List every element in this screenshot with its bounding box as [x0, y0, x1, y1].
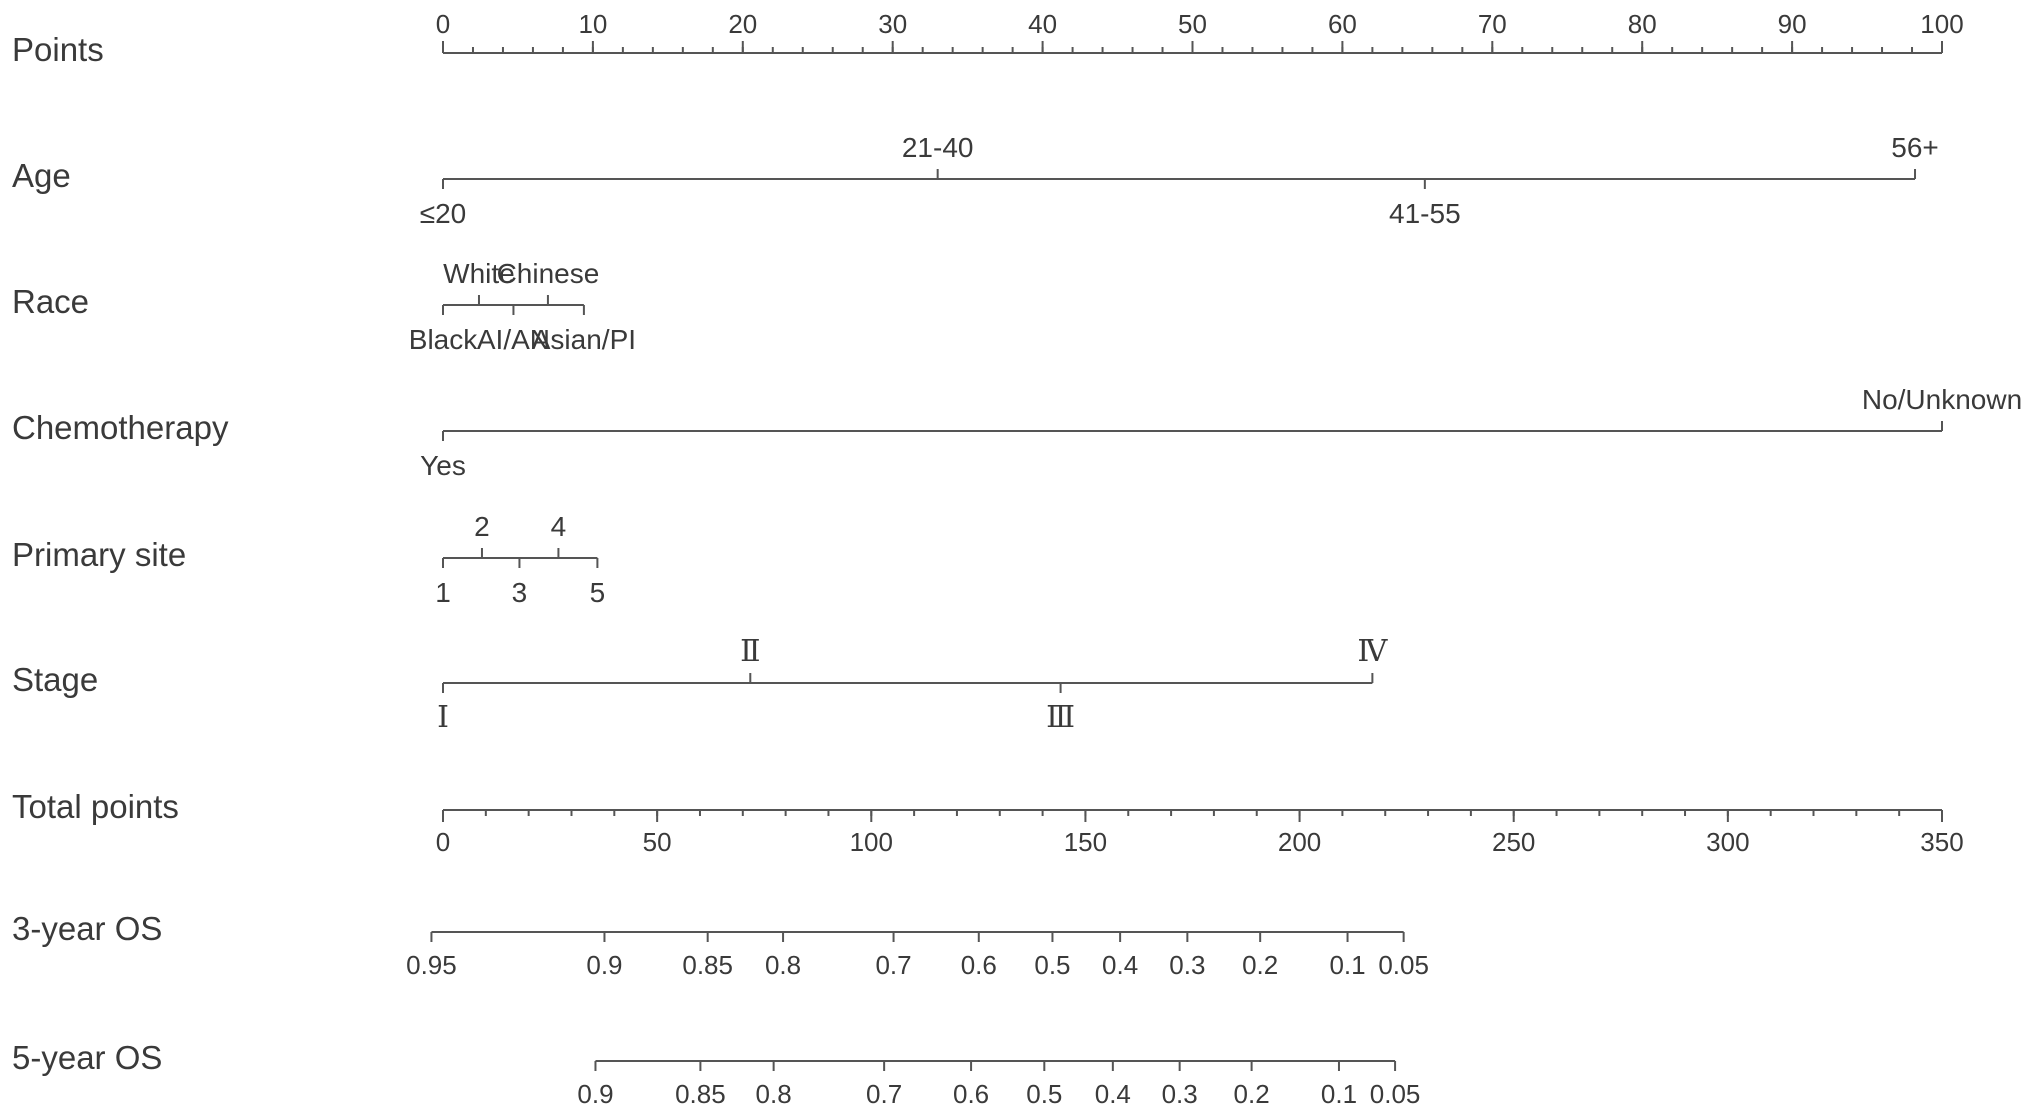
total-points-tick-label: 0 [436, 827, 450, 857]
5-year-os-tick-label: 0.9 [577, 1079, 613, 1109]
race-level-label: Black [409, 324, 478, 355]
points-tick-label: 20 [728, 9, 757, 39]
points-tick-label: 0 [436, 9, 450, 39]
age-level-label: 21-40 [902, 132, 974, 163]
row-label-primary-site: Primary site [12, 536, 186, 573]
5-year-os-tick-label: 0.4 [1095, 1079, 1131, 1109]
total-points-tick-label: 50 [643, 827, 672, 857]
points-tick-label: 70 [1478, 9, 1507, 39]
5-year-os-tick-label: 0.2 [1234, 1079, 1270, 1109]
age-level-label: ≤20 [420, 198, 467, 229]
row-label-stage: Stage [12, 661, 98, 698]
points-tick-label: 90 [1778, 9, 1807, 39]
3-year-os-tick-label: 0.6 [961, 950, 997, 980]
3-year-os-tick-label: 0.5 [1034, 950, 1070, 980]
3-year-os-tick-label: 0.05 [1378, 950, 1429, 980]
primary-site-level-label: 3 [512, 577, 528, 608]
stage-level-label: Ⅳ [1357, 634, 1388, 669]
points-tick-label: 10 [578, 9, 607, 39]
3-year-os-tick-label: 0.4 [1102, 950, 1138, 980]
total-points-tick-label: 100 [850, 827, 893, 857]
total-points-tick-label: 300 [1706, 827, 1749, 857]
total-points-tick-label: 250 [1492, 827, 1535, 857]
primary-site-level-label: 5 [590, 577, 606, 608]
points-tick-label: 40 [1028, 9, 1057, 39]
3-year-os-tick-label: 0.2 [1242, 950, 1278, 980]
points-tick-label: 50 [1178, 9, 1207, 39]
3-year-os-tick-label: 0.9 [586, 950, 622, 980]
points-tick-label: 60 [1328, 9, 1357, 39]
total-points-tick-label: 350 [1920, 827, 1963, 857]
age-level-label: 56+ [1891, 132, 1939, 163]
3-year-os-tick-label: 0.3 [1169, 950, 1205, 980]
primary-site-level-label: 1 [435, 577, 451, 608]
row-label-5-year-os: 5-year OS [12, 1039, 162, 1076]
5-year-os-tick-label: 0.3 [1162, 1079, 1198, 1109]
stage-level-label: Ⅰ [437, 700, 449, 735]
row-label-total-points: Total points [12, 788, 179, 825]
race-level-label: Asian/PI [532, 324, 636, 355]
points-tick-label: 100 [1920, 9, 1963, 39]
primary-site-level-label: 4 [551, 511, 567, 542]
primary-site-level-label: 2 [474, 511, 490, 542]
row-label-race: Race [12, 283, 89, 320]
5-year-os-tick-label: 0.8 [756, 1079, 792, 1109]
3-year-os-tick-label: 0.95 [406, 950, 457, 980]
5-year-os-tick-label: 0.85 [675, 1079, 726, 1109]
chemotherapy-level-label: Yes [420, 450, 466, 481]
3-year-os-tick-label: 0.7 [875, 950, 911, 980]
race-level-label: AI/AN [477, 324, 550, 355]
chemotherapy-level-label: No/Unknown [1862, 384, 2022, 415]
row-label-age: Age [12, 157, 71, 194]
5-year-os-tick-label: 0.1 [1321, 1079, 1357, 1109]
3-year-os-tick-label: 0.8 [765, 950, 801, 980]
row-label-chemotherapy: Chemotherapy [12, 409, 229, 446]
total-points-tick-label: 200 [1278, 827, 1321, 857]
3-year-os-tick-label: 0.1 [1329, 950, 1365, 980]
total-points-tick-label: 150 [1064, 827, 1107, 857]
5-year-os-tick-label: 0.7 [866, 1079, 902, 1109]
race-level-label: Chinese [497, 258, 600, 289]
stage-level-label: Ⅲ [1046, 700, 1075, 735]
points-tick-label: 80 [1628, 9, 1657, 39]
row-label-3-year-os: 3-year OS [12, 910, 162, 947]
stage-level-label: Ⅱ [740, 634, 760, 669]
5-year-os-tick-label: 0.5 [1026, 1079, 1062, 1109]
points-tick-label: 30 [878, 9, 907, 39]
age-level-label: 41-55 [1389, 198, 1461, 229]
row-label-points: Points [12, 31, 104, 68]
3-year-os-tick-label: 0.85 [682, 950, 733, 980]
race-level-label: White [443, 258, 515, 289]
5-year-os-tick-label: 0.6 [953, 1079, 989, 1109]
5-year-os-tick-label: 0.05 [1370, 1079, 1421, 1109]
